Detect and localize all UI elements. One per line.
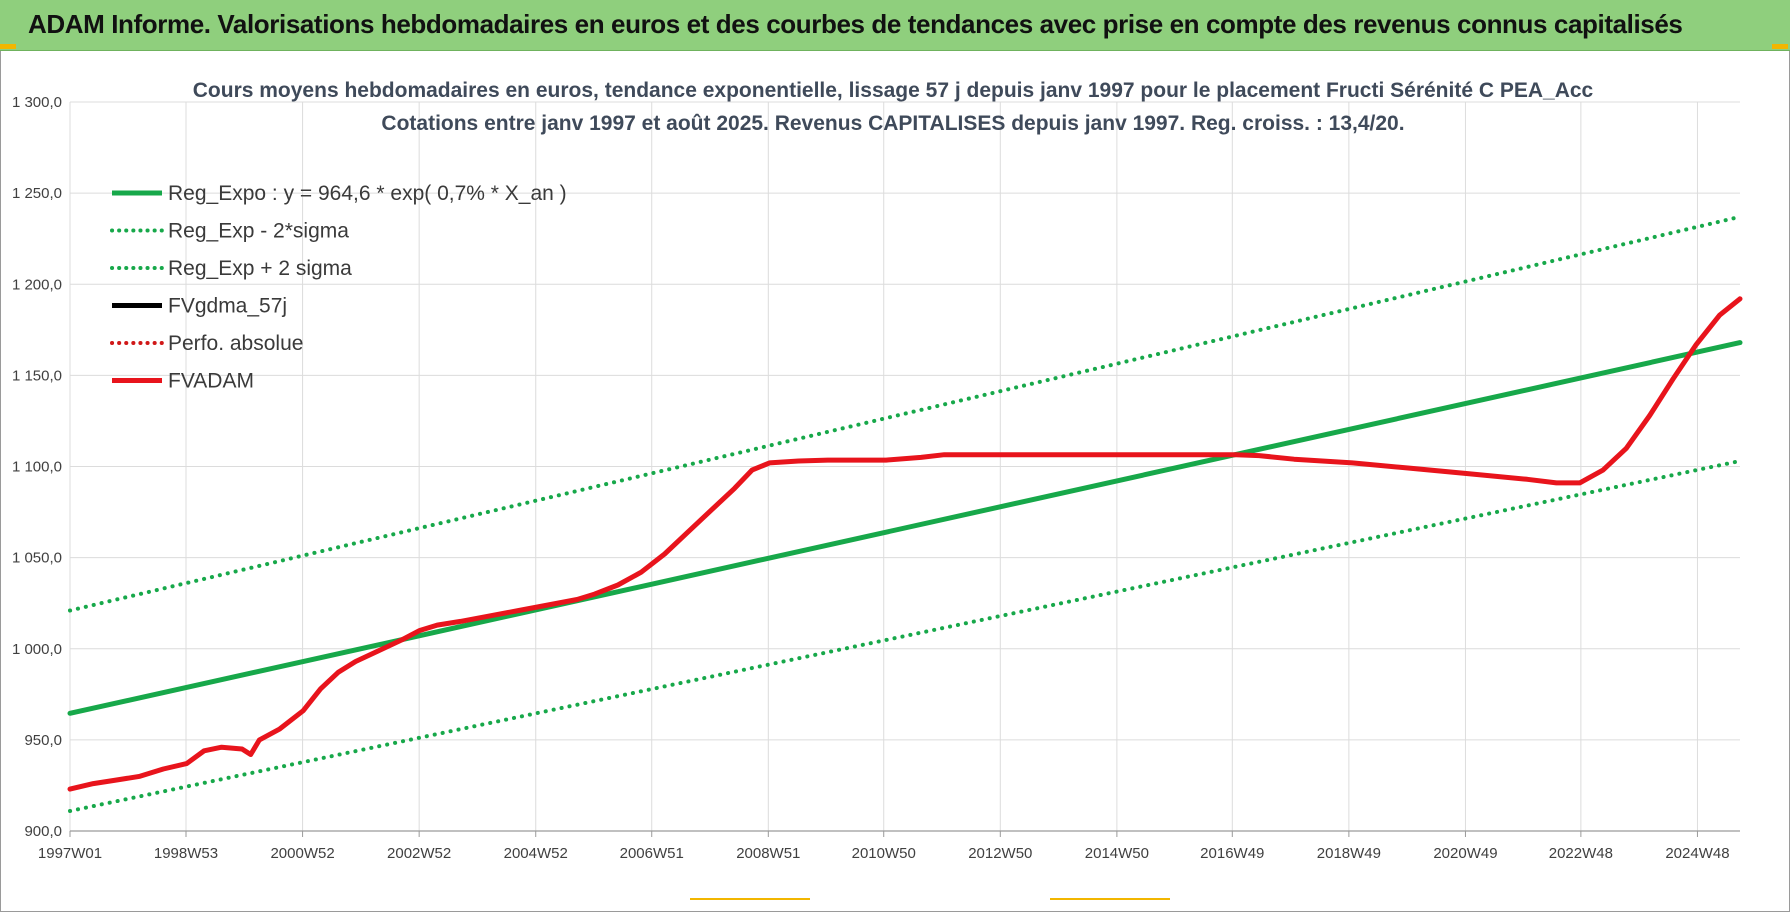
- bottom-mark-1: [690, 898, 810, 900]
- x-tick-label: 2010W50: [852, 845, 916, 862]
- x-tick-label: 2020W49: [1433, 845, 1497, 862]
- chart-title: Cours moyens hebdomadaires en euros, ten…: [193, 79, 1594, 135]
- legend-label-reg-exp-2-sigma: Reg_Exp - 2*sigma: [168, 220, 349, 243]
- x-tick-label: 2000W52: [270, 845, 334, 862]
- y-tick-label: 1 200,0: [12, 276, 62, 293]
- x-tick-label: 2008W51: [736, 845, 800, 862]
- y-tick-label: 950,0: [24, 732, 62, 749]
- y-axis-ticks: 900,0 950,0 1 000,0 1 050,0 1 100,0 1 150,0 1 …: [12, 94, 62, 840]
- series-line-fvadam: [67, 296, 1743, 792]
- y-tick-label: 1 150,0: [12, 367, 62, 384]
- grid-lines: [69, 101, 1740, 837]
- x-tick-label: 2014W50: [1085, 845, 1149, 862]
- x-tick-label: 2012W50: [968, 845, 1032, 862]
- x-tick-label: 2002W52: [387, 845, 451, 862]
- legend-label-reg-expo-y-964-6-exp-0-7-x-an: Reg_Expo : y = 964,6 * exp( 0,7% * X_an …: [168, 182, 567, 205]
- legend-label-fvadam: FVADAM: [168, 370, 254, 393]
- x-tick-label: 2016W49: [1200, 845, 1264, 862]
- series-line-fvgdma-57j: [68, 297, 1742, 791]
- y-tick-label: 1 250,0: [12, 185, 62, 202]
- x-tick-label: 2004W52: [504, 845, 568, 862]
- y-tick-label: 1 100,0: [12, 459, 62, 476]
- x-tick-label: 2022W48: [1549, 845, 1613, 862]
- corner-mark-right: [1772, 44, 1788, 49]
- x-tick-label: 2006W51: [620, 845, 684, 862]
- x-tick-label: 2018W49: [1317, 845, 1381, 862]
- y-tick-label: 1 000,0: [12, 641, 62, 658]
- chart-title-line-2: Cotations entre janv 1997 et août 2025. …: [381, 112, 1404, 135]
- x-tick-label: 1997W01: [38, 845, 102, 862]
- bottom-mark-2: [1050, 898, 1170, 900]
- legend-label-reg-exp-2-sigma: Reg_Exp + 2 sigma: [168, 257, 352, 280]
- y-tick-label: 1 300,0: [12, 94, 62, 111]
- corner-mark-left: [0, 44, 16, 49]
- series-line-reg-exp-2-sigma: [68, 214, 1742, 613]
- x-tick-label: 1998W53: [154, 845, 218, 862]
- legend-label-fvgdma-57j: FVgdma_57j: [168, 295, 287, 318]
- chart-title-line-1: Cours moyens hebdomadaires en euros, ten…: [193, 79, 1594, 102]
- report-banner: ADAM Informe. Valorisations hebdomadaire…: [0, 0, 1790, 51]
- chart: 900,0 950,0 1 000,0 1 050,0 1 100,0 1 150,0 1 …: [12, 79, 1743, 862]
- x-tick-label: 2024W48: [1665, 845, 1729, 862]
- y-tick-label: 900,0: [24, 823, 62, 840]
- y-tick-label: 1 050,0: [12, 550, 62, 567]
- series-line-reg-exp-2-sigma: [68, 459, 1742, 813]
- banner-title: ADAM Informe. Valorisations hebdomadaire…: [28, 9, 1683, 39]
- x-axis-ticks: 1997W01 1998W53 2000W52 2002W52 2004W52 2006W…: [38, 845, 1730, 862]
- legend: Reg_Expo : y = 964,6 * exp( 0,7% * X_an …: [110, 182, 567, 393]
- legend-label-perfo-absolue: Perfo. absolue: [168, 332, 303, 355]
- series-layer: [67, 214, 1743, 813]
- series-line-reg-expo-y-964-6-exp-0-7-x-an: [67, 340, 1743, 716]
